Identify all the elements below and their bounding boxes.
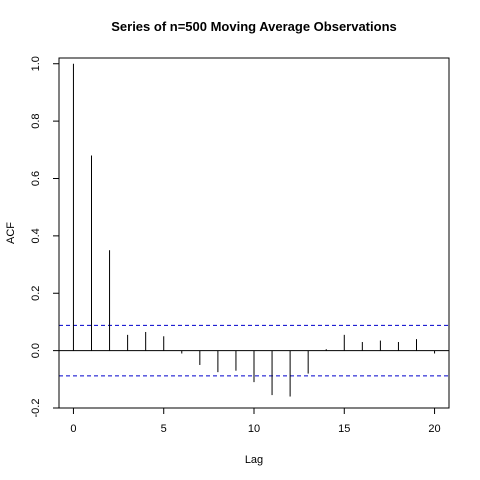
plot-frame <box>58 57 450 409</box>
x-tick-label: 10 <box>248 423 260 435</box>
y-tick-label: 0.2 <box>30 286 42 301</box>
x-tick-label: 0 <box>70 423 76 435</box>
y-tick-label: 0.0 <box>30 343 42 358</box>
y-tick-label: -0.2 <box>30 399 42 418</box>
y-tick-label: 0.8 <box>30 113 42 128</box>
confidence-bounds <box>59 324 449 377</box>
x-axis-label: Lag <box>245 454 263 466</box>
x-tick-label: 20 <box>428 423 440 435</box>
y-axis-label: ACF <box>5 222 17 244</box>
x-tick-label: 15 <box>338 423 350 435</box>
y-tick-label: 0.6 <box>30 171 42 186</box>
chart-title: Series of n=500 Moving Average Observati… <box>111 19 397 34</box>
axes: 0 5 10 15 20 -0.2 0.0 0.2 0.4 0.6 0.8 1.0 <box>30 56 449 435</box>
x-tick-label: 5 <box>161 423 167 435</box>
y-tick-label: 0.4 <box>30 228 42 243</box>
y-tick-label: 1.0 <box>30 56 42 71</box>
acf-bars <box>72 63 436 397</box>
